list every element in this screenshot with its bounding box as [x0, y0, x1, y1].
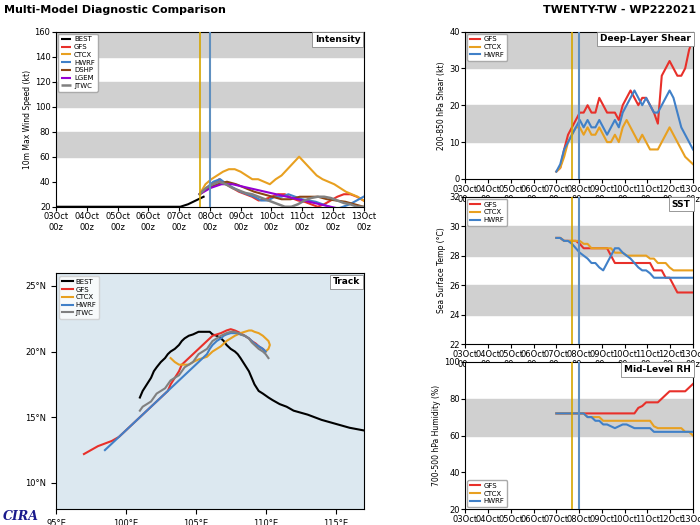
Y-axis label: 700-500 hPa Humidity (%): 700-500 hPa Humidity (%) — [432, 385, 441, 486]
Legend: GFS, CTCX, HWRF: GFS, CTCX, HWRF — [468, 480, 507, 507]
Text: Multi-Model Diagnostic Comparison: Multi-Model Diagnostic Comparison — [4, 5, 225, 15]
Bar — [56, 32, 363, 57]
Text: CIRA: CIRA — [4, 510, 39, 523]
Text: SST: SST — [672, 200, 691, 208]
Y-axis label: 200-850 hPa Shear (kt): 200-850 hPa Shear (kt) — [438, 61, 447, 150]
Bar — [56, 81, 363, 107]
Bar — [56, 132, 363, 156]
Bar — [466, 285, 693, 314]
Text: Track: Track — [333, 277, 360, 286]
Y-axis label: Sea Surface Temp (°C): Sea Surface Temp (°C) — [438, 227, 447, 313]
Text: Intensity: Intensity — [315, 35, 360, 44]
Text: TWENTY-TW - WP222021: TWENTY-TW - WP222021 — [543, 5, 696, 15]
Bar — [466, 32, 693, 68]
Y-axis label: 10m Max Wind Speed (kt): 10m Max Wind Speed (kt) — [23, 70, 32, 169]
Legend: BEST, GFS, CTCX, HWRF, DSHP, LGEM, JTWC: BEST, GFS, CTCX, HWRF, DSHP, LGEM, JTWC — [58, 34, 98, 91]
Bar — [466, 226, 693, 256]
Legend: GFS, CTCX, HWRF: GFS, CTCX, HWRF — [468, 199, 507, 226]
Legend: GFS, CTCX, HWRF: GFS, CTCX, HWRF — [468, 34, 507, 60]
Bar — [466, 105, 693, 142]
Text: Deep-Layer Shear: Deep-Layer Shear — [600, 35, 691, 44]
Text: Mid-Level RH: Mid-Level RH — [624, 365, 691, 374]
Legend: BEST, GFS, CTCX, HWRF, JTWC: BEST, GFS, CTCX, HWRF, JTWC — [60, 276, 99, 319]
Bar — [466, 398, 693, 436]
